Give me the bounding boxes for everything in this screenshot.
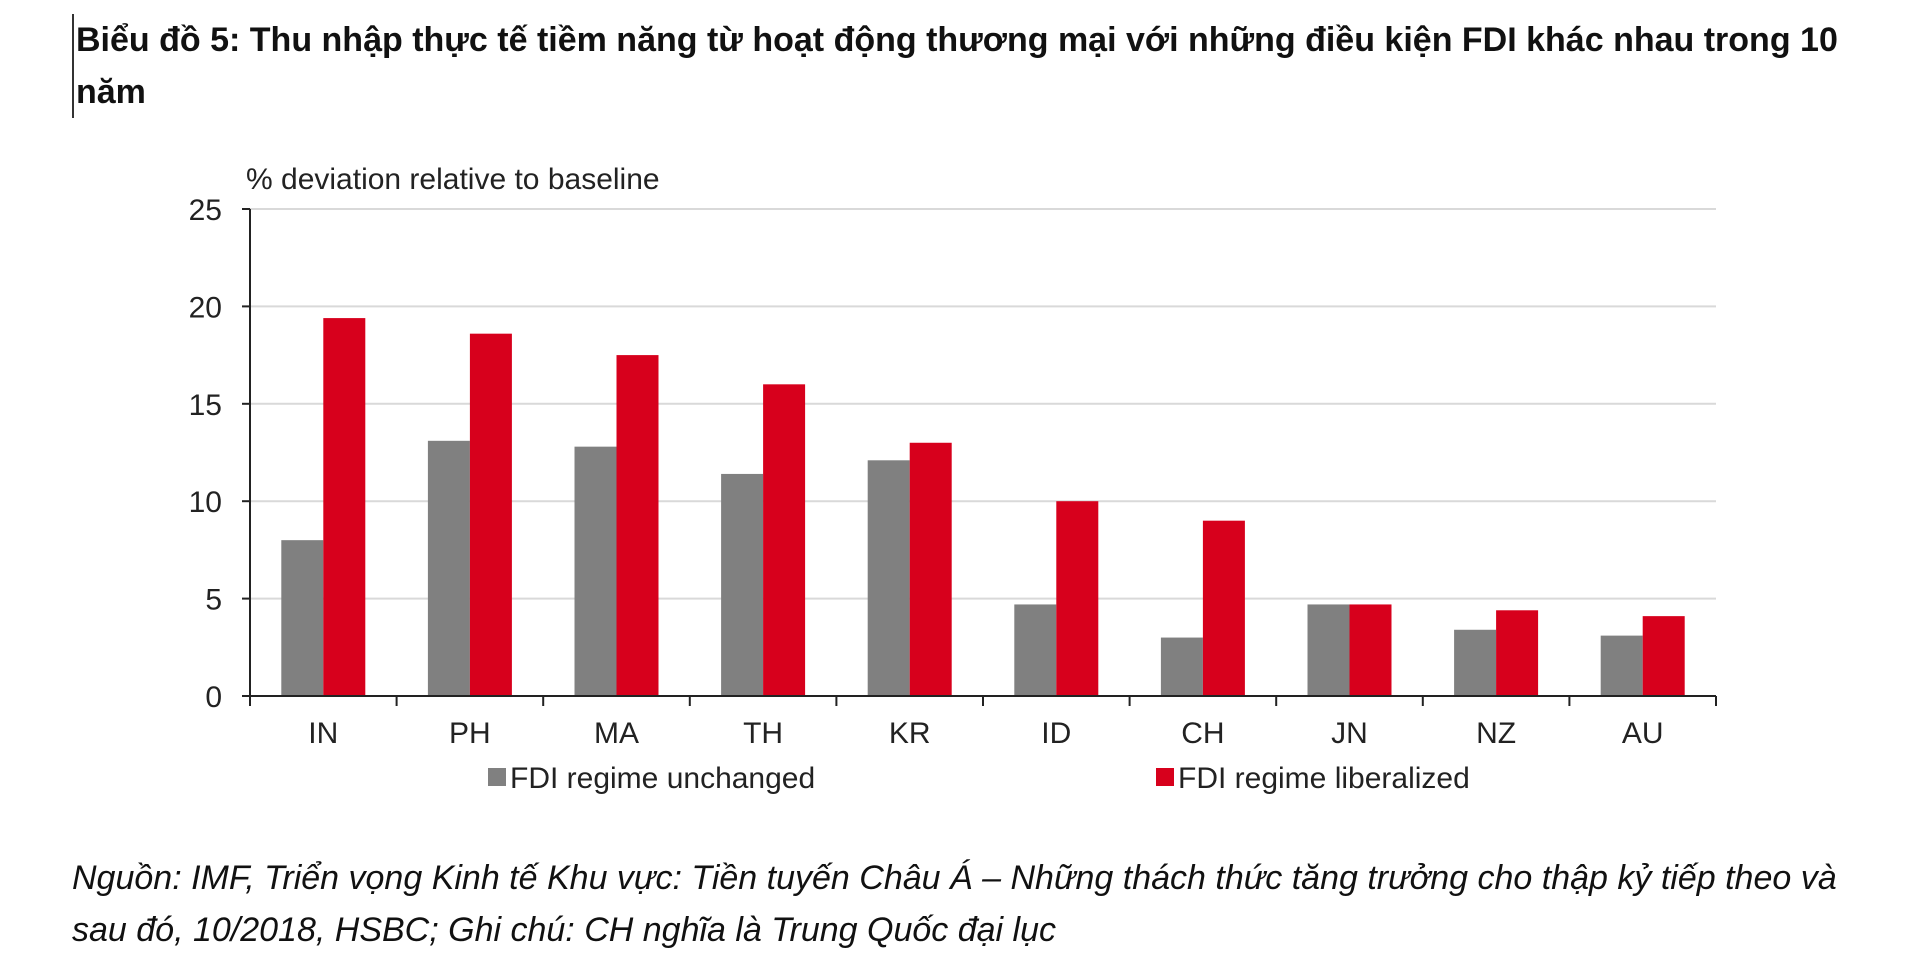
legend-swatch-unchanged	[488, 768, 506, 786]
bar-chart: % deviation relative to baseline 0 5 10 15 2…	[189, 163, 1717, 795]
x-tick-label-TH: TH	[743, 717, 783, 750]
y-tick-label: 20	[189, 291, 222, 324]
legend: FDI regime unchanged FDI regime liberaliz…	[488, 762, 1470, 795]
bar-IN-unchanged	[281, 540, 324, 696]
bar-CH-liberalized	[1202, 520, 1245, 696]
bar-AU-liberalized	[1642, 616, 1685, 696]
page-title: Biểu đồ 5: Thu nhập thực tế tiềm năng từ…	[72, 14, 1856, 118]
bar-MA-liberalized	[616, 355, 659, 696]
y-tick-label: 10	[189, 486, 222, 519]
y-tick-label: 15	[189, 389, 222, 422]
x-tick-label-IN: IN	[308, 717, 338, 750]
bar-NZ-unchanged	[1454, 629, 1497, 696]
bar-ID-liberalized	[1056, 501, 1099, 696]
bar-TH-liberalized	[763, 384, 806, 696]
bar-JN-unchanged	[1307, 604, 1350, 696]
x-tick-label-PH: PH	[449, 717, 491, 750]
x-tick-label-AU: AU	[1622, 717, 1664, 750]
bar-ID-unchanged	[1014, 604, 1057, 696]
x-tick-label-ID: ID	[1041, 717, 1071, 750]
bar-KR-unchanged	[867, 460, 910, 696]
bars	[281, 318, 1685, 696]
x-tick-label-NZ: NZ	[1476, 717, 1516, 750]
legend-label-unchanged: FDI regime unchanged	[510, 762, 815, 795]
x-tick-label-CH: CH	[1181, 717, 1224, 750]
bar-TH-unchanged	[721, 473, 764, 696]
bar-IN-liberalized	[323, 318, 366, 696]
legend-label-liberalized: FDI regime liberalized	[1178, 762, 1470, 795]
bar-KR-liberalized	[909, 442, 952, 696]
y-tick-label: 0	[205, 681, 222, 714]
bar-AU-unchanged	[1600, 635, 1643, 696]
axes	[242, 208, 1717, 706]
y-tick-label: 25	[189, 194, 222, 227]
bar-JN-liberalized	[1349, 604, 1392, 696]
x-tick-labels: IN PH MA TH KR ID CH JN NZ AU	[308, 717, 1663, 750]
y-tick-label: 5	[205, 584, 222, 617]
x-tick-label-KR: KR	[889, 717, 931, 750]
bar-CH-unchanged	[1160, 637, 1203, 696]
bar-MA-unchanged	[574, 446, 617, 696]
x-tick-label-JN: JN	[1331, 717, 1368, 750]
y-axis-label: % deviation relative to baseline	[246, 163, 660, 196]
x-tick-label-MA: MA	[594, 717, 639, 750]
source-note: Nguồn: IMF, Triển vọng Kinh tế Khu vực: …	[72, 859, 1837, 949]
y-tick-labels: 0 5 10 15 20 25	[189, 194, 222, 714]
bar-PH-liberalized	[469, 333, 512, 696]
bar-PH-unchanged	[427, 440, 470, 696]
legend-swatch-liberalized	[1156, 768, 1174, 786]
bar-NZ-liberalized	[1496, 610, 1539, 696]
